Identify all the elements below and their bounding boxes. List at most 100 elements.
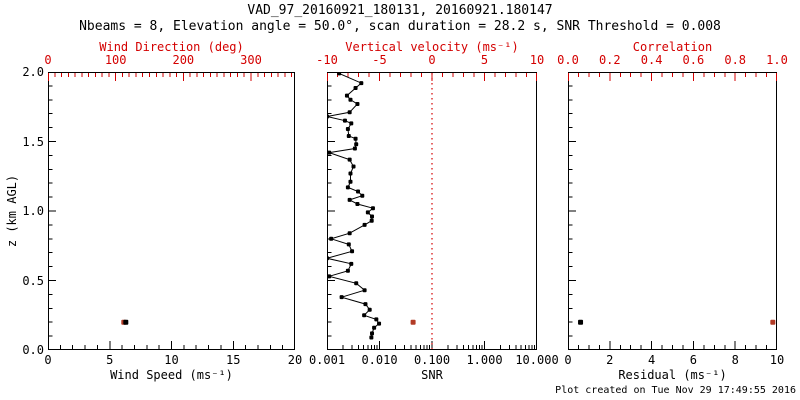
snr-profile-marker [348,97,353,102]
residual-panel-bottom-tick-label: 10 [769,353,785,367]
snr-profile-marker [352,146,357,151]
snr-panel-bottom-tick-label: 10.000 [515,353,559,367]
snr-profile-marker [345,126,350,131]
wind-speed-marker [123,319,129,325]
z-axis-tick-label: 1.5 [22,134,44,149]
snr-panel-top-tick-label: -5 [372,53,387,67]
plot-subtitle: Nbeams = 8, Elevation angle = 50.0°, sca… [79,19,721,34]
plot-created-timestamp: Plot created on Tue Nov 29 17:49:55 2016 [555,385,796,396]
snr-profile-marker [370,214,375,219]
vertical-velocity-axis-title: Vertical velocity (ms⁻¹) [345,40,519,54]
correlation-marker [770,319,776,325]
snr-panel-bottom-tick-label: 0.010 [361,353,398,367]
snr-profile-marker [374,317,379,322]
residual-panel [568,72,777,350]
residual-panel-top-tick-label: 0.8 [724,53,747,67]
snr-profile-marker [354,281,359,286]
residual-panel-bottom-tick-label: 8 [731,353,739,367]
z-axis-tick-label: 2.0 [22,65,44,79]
residual-panel-canvas [568,72,777,350]
wind-panel-top-tick-label: 0 [44,53,52,67]
z-axis-tick-label: 0.0 [22,343,44,357]
snr-profile-marker [348,179,353,184]
wind-panel-bottom-tick-label: 0 [44,353,52,367]
snr-profile-marker [327,114,329,119]
residual-panel-top-tick-label: 0.2 [598,53,621,67]
snr-panel-top-tick-label: 10 [529,53,545,67]
snr-panel-bottom-tick-label: 1.000 [466,353,503,367]
snr-profile-marker [347,231,352,236]
snr-profile-marker [367,307,372,312]
snr-profile-marker [369,218,374,223]
snr-profile-marker [356,189,361,194]
snr-profile-marker [349,121,354,126]
snr-profile-marker [327,274,332,279]
snr-profile-marker [342,118,347,123]
vertical-velocity-marker [410,319,416,325]
residual-panel-bottom-tick-label: 2 [606,353,614,367]
snr-profile-line [327,72,380,338]
residual-panel-top-tick-label: 0.6 [682,53,705,67]
snr-profile-marker [363,302,368,307]
residual-marker [578,319,584,325]
snr-profile-marker [362,222,367,227]
snr-profile-marker [362,288,367,293]
snr-profile-marker [370,206,375,211]
snr-profile-marker [377,321,382,326]
snr-panel-bottom-tick-label: 0.001 [308,353,346,367]
snr-profile-marker [355,202,360,207]
snr-profile-marker [353,136,358,141]
snr-profile-marker [372,325,377,330]
snr-profile-marker [370,331,375,336]
snr-profile-marker [327,150,332,155]
snr-profile-marker [348,171,353,176]
snr-profile-marker [369,335,374,340]
residual-panel-bottom-tick-label: 0 [564,353,572,367]
snr-profile-marker [344,93,349,98]
snr-profile-marker [339,295,344,300]
snr-profile-marker [351,164,356,169]
correlation-axis-title: Correlation [632,40,713,54]
snr-panel-top-tick-label: 5 [480,53,489,67]
snr-profile-marker [349,261,354,266]
snr-profile-marker [329,236,334,241]
snr-profile-marker [354,142,359,147]
snr-profile-marker [347,197,352,202]
plot-title: VAD_97_20160921_180131, 20160921.180147 [247,3,553,18]
snr-axis-title: SNR [421,368,443,382]
wind-panel-bottom-tick-label: 5 [106,353,114,367]
snr-panel [327,72,537,350]
wind-panel-bottom-tick-label: 20 [287,353,303,367]
snr-profile-marker [346,133,351,138]
residual-panel-top-tick-label: 1.0 [766,53,788,67]
wind-panel-canvas [48,72,295,350]
residual-panel-top-tick-label: 0.0 [557,53,579,67]
wind-panel-top-tick-label: 300 [240,53,262,67]
snr-panel-canvas [327,72,537,350]
z-axis-tick-label: 1.0 [22,204,44,218]
wind-direction-axis-title: Wind Direction (deg) [99,40,244,54]
snr-profile-marker [365,210,370,215]
wind-speed-axis-title: Wind Speed (ms⁻¹) [110,368,233,382]
residual-panel-bottom-tick-label: 6 [689,353,698,367]
snr-profile-marker [350,249,355,254]
wind-panel-top-tick-label: 200 [172,53,195,67]
snr-profile-marker [360,193,365,198]
wind-panel-top-tick-label: 100 [104,53,127,67]
snr-profile-marker [359,81,364,86]
snr-profile-marker [345,185,350,190]
snr-profile-marker [346,242,351,247]
snr-panel-top-tick-label: -10 [316,53,338,67]
snr-profile-marker [327,256,329,261]
snr-profile-marker [353,85,358,90]
residual-panel-bottom-tick-label: 4 [647,353,656,367]
residual-panel-top-tick-label: 0.4 [640,53,663,67]
snr-profile-marker [347,110,352,115]
wind-panel-bottom-tick-label: 10 [164,353,179,367]
snr-profile-marker [362,313,367,318]
snr-profile-marker [347,157,352,162]
snr-panel-bottom-tick-label: 0.100 [413,353,451,367]
snr-profile-marker [345,268,350,273]
residual-axis-title: Residual (ms⁻¹) [618,368,727,382]
